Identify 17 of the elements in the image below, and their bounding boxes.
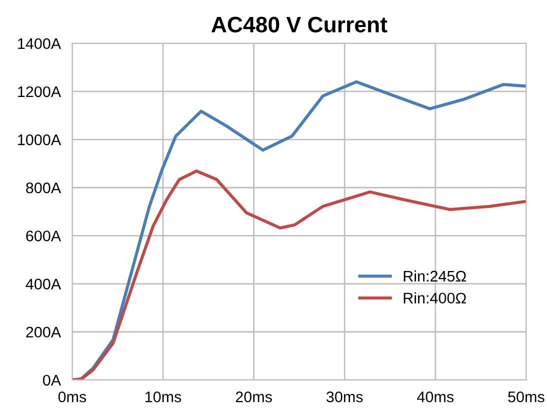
y-tick-label: 1200A [18,86,62,98]
chart-title: AC480 V Current [211,16,388,32]
legend-label: Rin:400Ω [404,292,466,304]
y-tick-label: 1000A [18,134,62,146]
y-tick-label: 400A [26,278,62,290]
x-tick-label: 30ms [326,391,363,402]
y-tick-label: 0A [43,374,62,386]
y-tick-label: 600A [26,230,62,242]
x-tick-label: 20ms [236,391,272,402]
y-tick-label: 200A [26,326,62,338]
x-tick-label: 50ms [508,391,544,402]
legend-label: Rin:245Ω [404,270,466,282]
x-tick-label: 40ms [417,391,454,402]
x-tick-label: 10ms [145,391,182,402]
y-tick-label: 1400A [18,38,62,50]
x-tick-label: 0ms [58,391,86,402]
y-tick-label: 800A [26,182,62,194]
